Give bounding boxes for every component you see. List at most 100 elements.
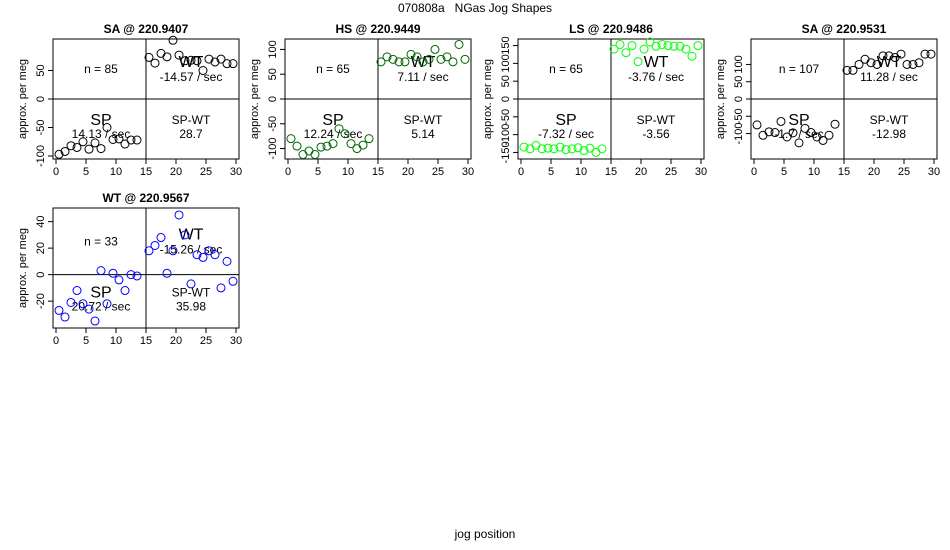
x-tick-label: 25 bbox=[898, 166, 910, 178]
data-point bbox=[693, 41, 703, 51]
data-point bbox=[144, 52, 154, 62]
data-point bbox=[908, 59, 918, 69]
data-point bbox=[561, 145, 571, 155]
data-point bbox=[210, 57, 220, 67]
sp-rate-label: -7.32 / sec bbox=[538, 127, 594, 141]
panel-title: HS @ 220.9449 bbox=[335, 22, 420, 36]
data-point bbox=[120, 286, 130, 296]
y-tick-label: -100 bbox=[267, 138, 279, 160]
data-point bbox=[84, 144, 94, 154]
data-point bbox=[222, 59, 232, 69]
x-tick-label: 20 bbox=[402, 166, 414, 178]
wt-rate-label: 7.11 / sec bbox=[397, 70, 448, 84]
data-point bbox=[758, 130, 768, 140]
y-tick-label: 40 bbox=[35, 215, 47, 227]
sp-rate-label: -1.7 / sec bbox=[774, 127, 823, 141]
y-tick-label: -50 bbox=[500, 109, 512, 125]
data-point bbox=[884, 51, 894, 61]
data-point bbox=[794, 138, 804, 148]
data-point bbox=[364, 134, 374, 144]
data-point bbox=[156, 48, 166, 58]
data-point bbox=[316, 142, 326, 152]
data-point bbox=[645, 37, 655, 47]
y-tick-label: 50 bbox=[35, 64, 47, 76]
data-point bbox=[675, 41, 685, 51]
data-point bbox=[346, 139, 356, 149]
data-point bbox=[376, 57, 386, 67]
data-point bbox=[878, 51, 888, 61]
data-point bbox=[591, 147, 601, 157]
chart-panel-4: SA @ 220.9531 0 5 10 15 20 25 30 -100-50 0 50 100 ap… bbox=[715, 22, 940, 178]
data-point bbox=[90, 138, 100, 148]
data-point bbox=[78, 137, 88, 147]
count-label: n = 65 bbox=[549, 62, 583, 76]
x-tick-label: 5 bbox=[781, 166, 787, 178]
page-title: 070808a NGas Jog Shapes bbox=[397, 1, 553, 15]
data-point bbox=[896, 49, 906, 59]
x-tick-label: 15 bbox=[605, 166, 617, 178]
y-tick-label: 50 bbox=[267, 68, 279, 80]
x-tick-label: 25 bbox=[432, 166, 444, 178]
data-point bbox=[818, 135, 828, 145]
data-point bbox=[824, 130, 834, 140]
data-point bbox=[627, 41, 637, 51]
data-point bbox=[866, 58, 876, 68]
sp-rate-label: 20.72 / sec bbox=[72, 299, 131, 313]
data-point bbox=[132, 135, 142, 145]
data-point bbox=[848, 65, 858, 75]
y-axis-label: approx. per meg bbox=[715, 59, 727, 139]
wt-rate-label: -14.57 / sec bbox=[160, 70, 223, 84]
data-point bbox=[186, 279, 196, 289]
x-tick-label: 10 bbox=[342, 166, 354, 178]
y-tick-label: -100 bbox=[500, 124, 512, 146]
chart-panel-5: WT @ 220.9567 0 5 10 15 20 25 30 -20 0 20 40 approx.… bbox=[17, 191, 242, 347]
data-point bbox=[54, 149, 64, 159]
data-point bbox=[54, 305, 64, 315]
data-point bbox=[180, 230, 190, 240]
x-tick-label: 15 bbox=[140, 335, 152, 347]
data-point bbox=[340, 129, 350, 139]
x-tick-label: 10 bbox=[110, 335, 122, 347]
diff-label: SP-WT bbox=[404, 113, 443, 127]
data-point bbox=[186, 55, 196, 65]
diff-value: 28.7 bbox=[179, 127, 203, 141]
data-point bbox=[926, 49, 936, 59]
x-tick-label: 20 bbox=[170, 335, 182, 347]
wt-rate-label: 11.28 / sec bbox=[860, 70, 918, 84]
count-label: n = 107 bbox=[779, 62, 820, 76]
diff-value: 35.98 bbox=[176, 299, 206, 313]
data-point bbox=[430, 44, 440, 54]
data-point bbox=[328, 139, 338, 149]
data-point bbox=[180, 56, 190, 66]
data-point bbox=[96, 144, 106, 154]
wt-rate-label: -15.26 / sec bbox=[160, 242, 223, 256]
data-point bbox=[108, 268, 118, 278]
data-point bbox=[902, 59, 912, 69]
y-axis-label: approx. per meg bbox=[249, 59, 261, 139]
data-point bbox=[174, 50, 184, 60]
data-point bbox=[621, 48, 631, 58]
data-point bbox=[286, 134, 296, 144]
x-tick-label: 15 bbox=[372, 166, 384, 178]
data-point bbox=[204, 54, 214, 64]
data-point bbox=[687, 51, 697, 61]
y-axis-label: approx. per meg bbox=[17, 59, 29, 139]
data-point bbox=[216, 54, 226, 64]
data-point bbox=[298, 150, 308, 160]
diff-value: -3.56 bbox=[642, 127, 670, 141]
y-tick-label: 100 bbox=[500, 54, 512, 72]
data-point bbox=[198, 252, 208, 262]
sp-label: SP bbox=[90, 112, 111, 129]
y-tick-label: 100 bbox=[733, 55, 745, 73]
diff-value: 5.14 bbox=[411, 127, 435, 141]
x-tick-label: 25 bbox=[200, 166, 212, 178]
y-tick-label: 0 bbox=[267, 96, 279, 102]
data-point bbox=[156, 233, 166, 243]
x-tick-label: 0 bbox=[53, 335, 59, 347]
data-point bbox=[228, 276, 238, 286]
x-tick-label: 25 bbox=[200, 335, 212, 347]
data-point bbox=[90, 316, 100, 326]
data-point bbox=[454, 39, 464, 49]
data-point bbox=[424, 54, 434, 64]
